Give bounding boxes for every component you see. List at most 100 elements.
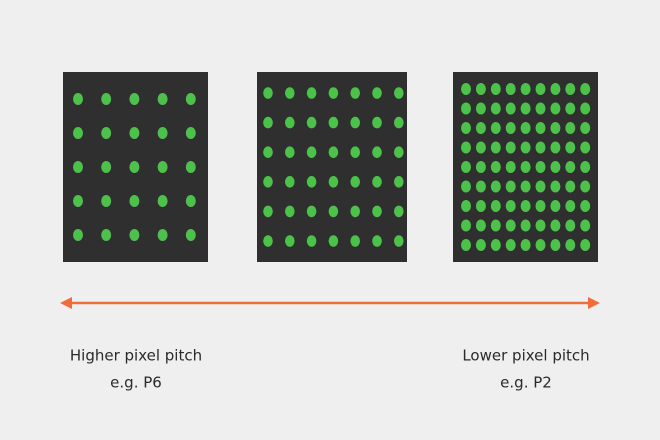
led-dot	[565, 102, 576, 115]
led-dot	[101, 161, 112, 173]
led-dot	[157, 161, 168, 173]
led-dot	[157, 229, 168, 241]
led-dot	[535, 83, 546, 95]
led-dot	[505, 161, 516, 173]
led-dot	[490, 83, 501, 95]
led-dot	[535, 239, 546, 251]
led-dot	[490, 141, 501, 154]
led-dot	[550, 161, 561, 173]
led-dot	[461, 239, 471, 251]
led-dot	[580, 200, 591, 212]
led-dot	[580, 161, 591, 173]
left-label-title: Higher pixel pitch	[70, 347, 202, 365]
led-dot	[565, 180, 576, 193]
led-dot	[306, 87, 317, 99]
led-dot	[550, 83, 561, 95]
led-panel	[257, 72, 407, 262]
led-dot	[285, 87, 295, 99]
led-dot	[394, 87, 404, 99]
led-dot	[372, 146, 382, 158]
led-dot	[129, 127, 140, 139]
led-dot	[520, 239, 531, 251]
panel-background	[257, 72, 407, 262]
led-dot	[461, 102, 471, 115]
led-dot	[101, 229, 112, 241]
led-dot	[580, 141, 591, 154]
led-dot	[580, 83, 591, 95]
led-dot	[285, 146, 295, 158]
led-dot	[520, 83, 531, 95]
led-dot	[580, 239, 591, 251]
led-dot	[372, 87, 382, 99]
led-dot	[490, 219, 501, 232]
led-dot	[129, 93, 140, 105]
led-dot	[520, 200, 531, 212]
led-dot	[285, 205, 295, 218]
led-dot	[129, 161, 140, 173]
left-label-example: e.g. P6	[110, 374, 162, 392]
led-dot	[505, 180, 516, 193]
led-dot	[73, 93, 83, 105]
led-dot	[394, 116, 404, 129]
led-dot	[565, 200, 576, 212]
led-dot	[461, 83, 471, 95]
led-dot	[505, 141, 516, 154]
led-dot	[263, 116, 273, 129]
led-dot	[490, 239, 501, 251]
led-dot	[101, 93, 112, 105]
led-dot	[73, 127, 83, 139]
led-dot	[372, 235, 382, 247]
led-dot	[185, 161, 196, 173]
led-dot	[580, 122, 591, 134]
led-dot	[520, 180, 531, 193]
led-dot	[550, 200, 561, 212]
led-dot	[306, 205, 317, 218]
led-dot	[475, 161, 486, 173]
led-dot	[505, 200, 516, 212]
led-dot	[350, 87, 361, 99]
led-dot	[490, 122, 501, 134]
led-panel	[453, 72, 598, 262]
led-dot	[535, 180, 546, 193]
led-dot	[490, 200, 501, 212]
led-dot	[505, 122, 516, 134]
led-dot	[129, 195, 140, 207]
led-dot	[520, 122, 531, 134]
led-dot	[328, 87, 339, 99]
led-dot	[550, 180, 561, 193]
led-dot	[394, 235, 404, 247]
led-dot	[475, 200, 486, 212]
led-dot	[461, 180, 471, 193]
led-dot	[263, 146, 273, 158]
led-dot	[350, 176, 361, 188]
led-dot	[157, 127, 168, 139]
led-dot	[394, 176, 404, 188]
led-dot	[306, 116, 317, 129]
led-dot	[565, 239, 576, 251]
led-dot	[461, 200, 471, 212]
led-dot	[535, 122, 546, 134]
led-dot	[263, 205, 273, 218]
led-dot	[520, 219, 531, 232]
led-dot	[73, 229, 83, 241]
led-dot	[101, 195, 112, 207]
right-label-title: Lower pixel pitch	[462, 347, 589, 365]
led-dot	[505, 102, 516, 115]
led-dot	[185, 93, 196, 105]
led-dot	[550, 239, 561, 251]
led-dot	[565, 122, 576, 134]
led-dot	[101, 127, 112, 139]
led-dot	[350, 116, 361, 129]
pitch-arrow	[60, 297, 600, 309]
led-dot	[157, 93, 168, 105]
led-dot	[520, 141, 531, 154]
led-dot	[157, 195, 168, 207]
led-dot	[185, 229, 196, 241]
led-dot	[461, 122, 471, 134]
led-dot	[263, 235, 273, 247]
led-dot	[535, 219, 546, 232]
led-dot	[328, 235, 339, 247]
led-dot	[475, 239, 486, 251]
led-dot	[505, 83, 516, 95]
led-dot	[306, 146, 317, 158]
